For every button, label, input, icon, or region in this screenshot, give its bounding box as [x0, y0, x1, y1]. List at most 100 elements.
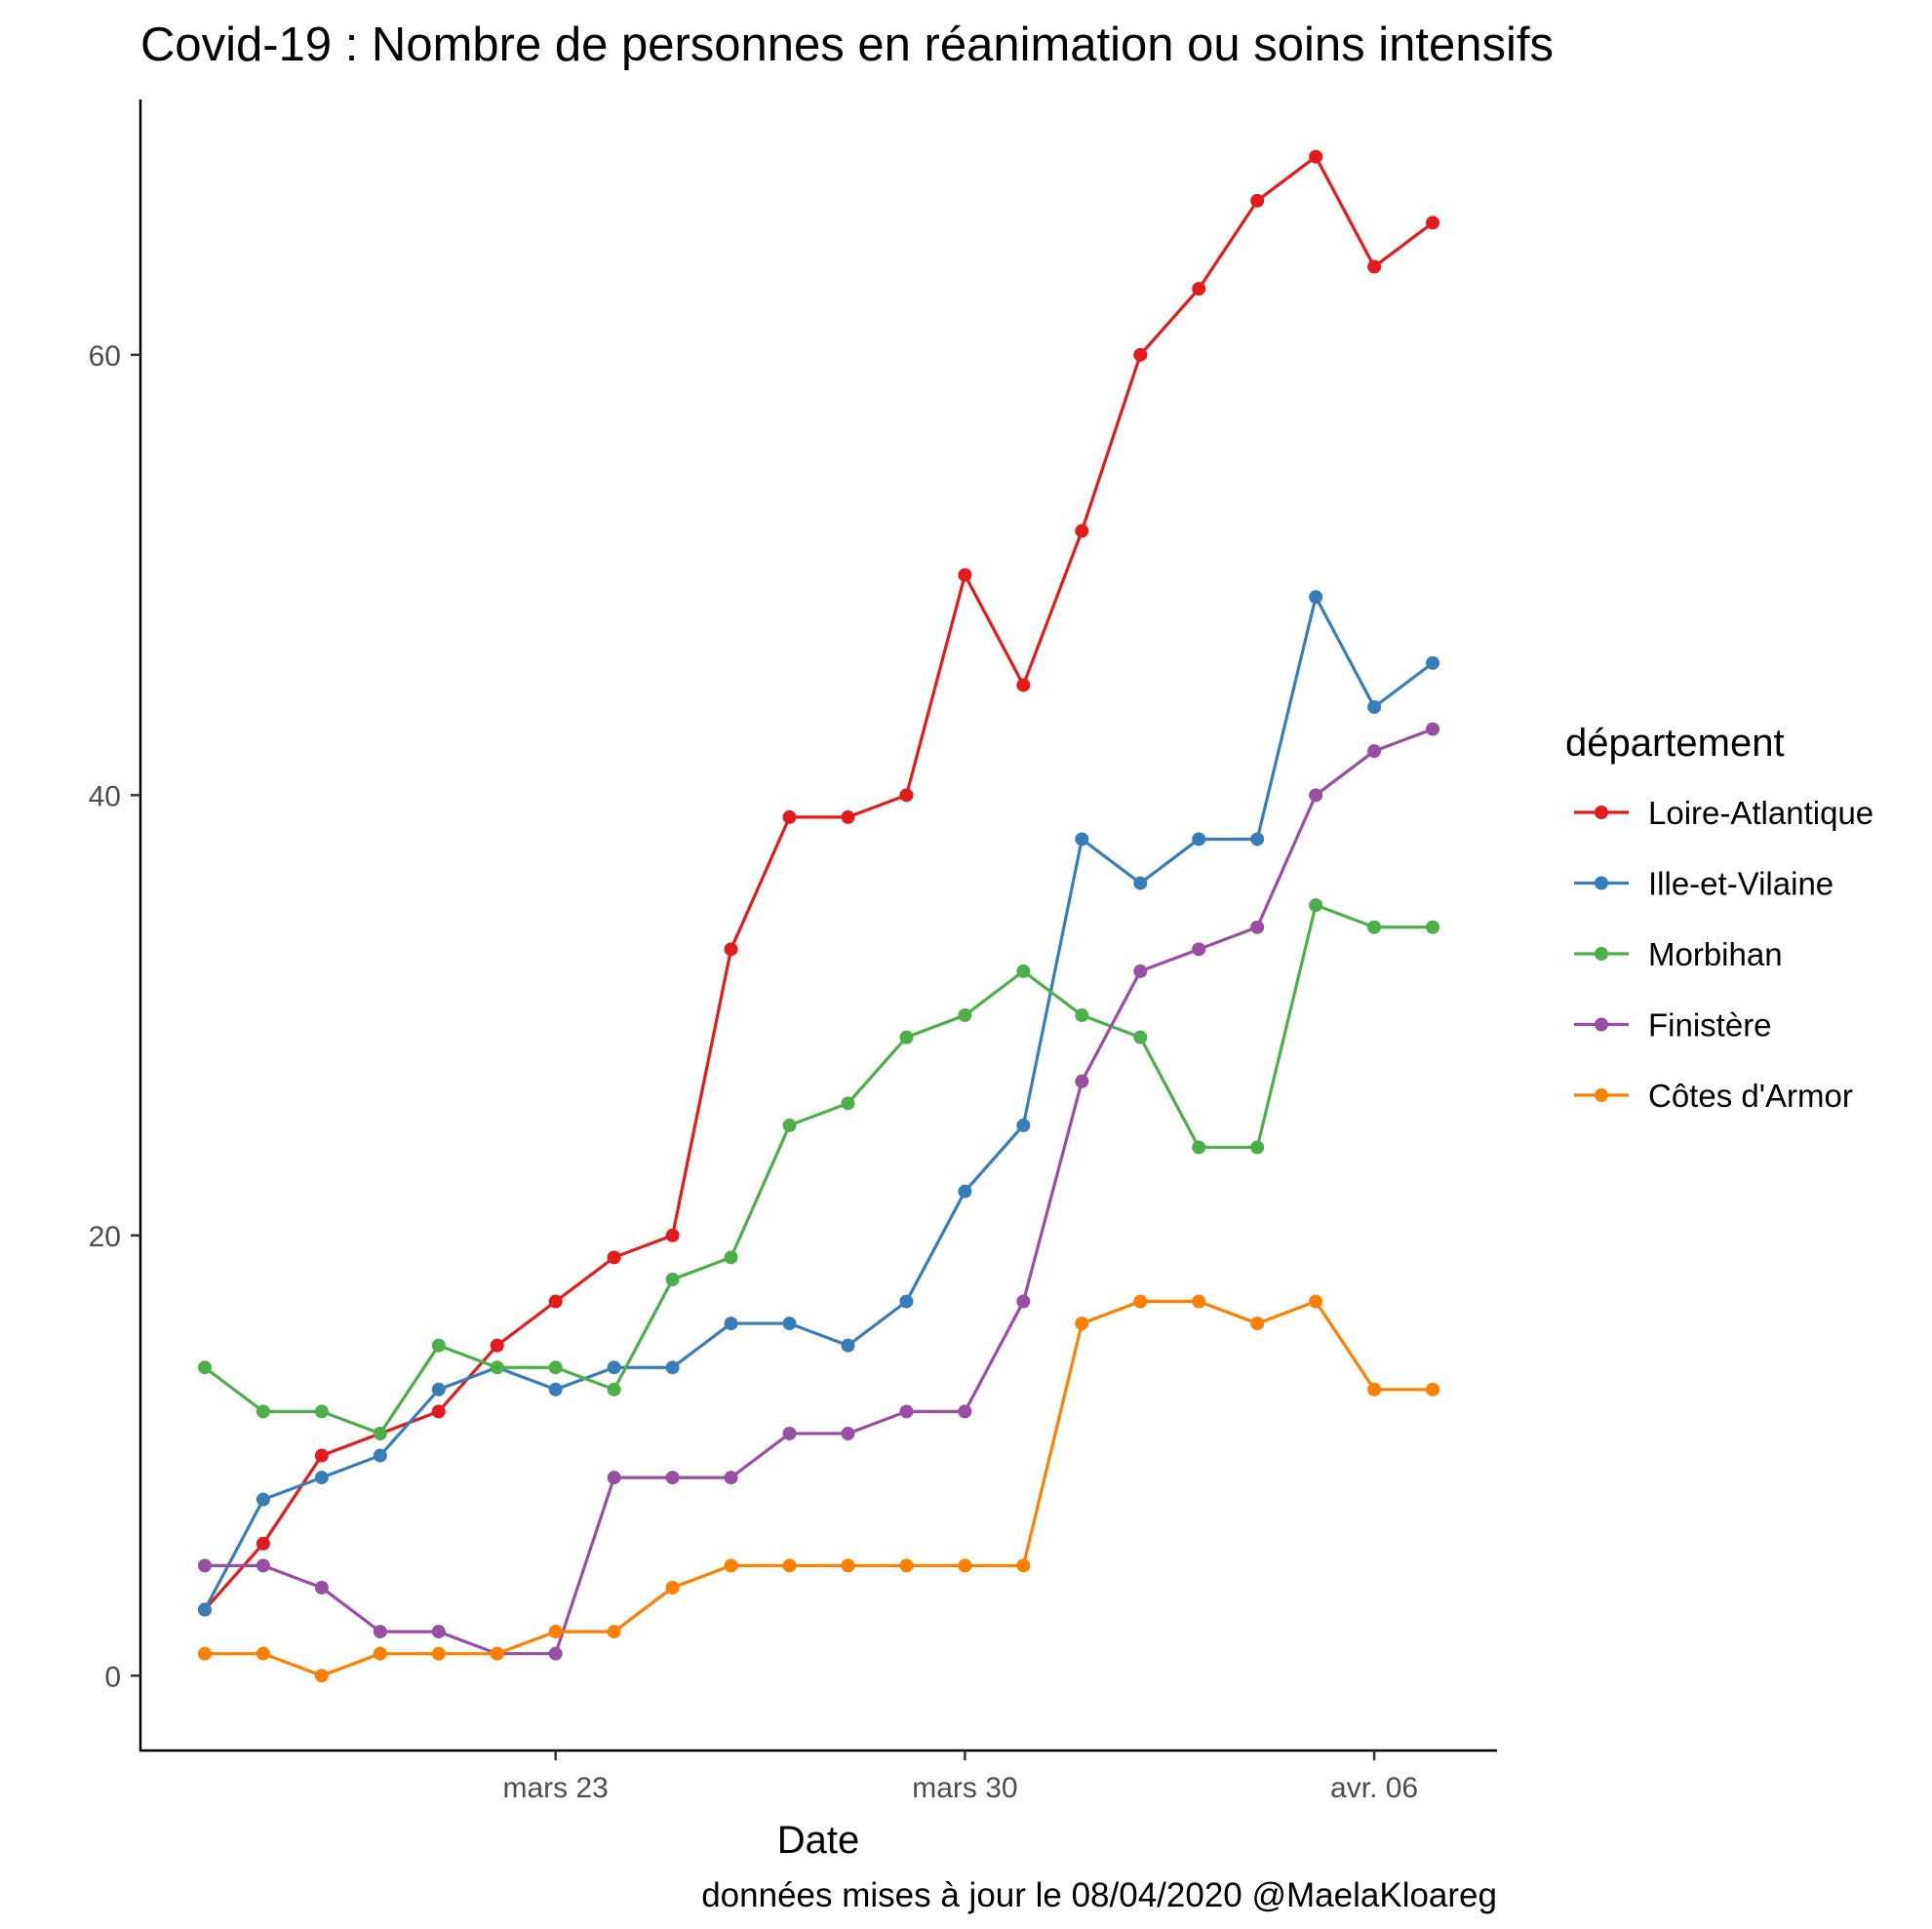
data-point [1075, 1008, 1089, 1023]
legend-key-point [1595, 1017, 1608, 1032]
data-point [373, 1426, 387, 1440]
data-point [1367, 920, 1382, 934]
data-point [607, 1625, 621, 1639]
data-point [1133, 1294, 1148, 1309]
data-point [1192, 1294, 1206, 1309]
data-point [1309, 898, 1323, 913]
data-point [1426, 722, 1440, 736]
legend-key-point [1595, 876, 1608, 890]
data-point [724, 1250, 738, 1265]
data-point [958, 1008, 972, 1023]
data-point [1309, 1294, 1323, 1309]
data-point [841, 1096, 855, 1111]
legend-item: Ille-et-Vilaine [1574, 866, 1833, 902]
data-point [197, 1602, 212, 1617]
legend-label: Côtes d'Armor [1648, 1078, 1853, 1114]
data-point [958, 1558, 972, 1573]
legend-key-point [1595, 1088, 1608, 1102]
data-point [1075, 1074, 1089, 1088]
legend-label: Morbihan [1648, 936, 1783, 972]
data-point [1133, 876, 1148, 890]
data-point [256, 1646, 270, 1661]
data-point [782, 809, 797, 824]
data-point [197, 1360, 212, 1375]
data-point [431, 1646, 446, 1661]
x-tick-label: avr. 06 [1330, 1772, 1418, 1804]
data-point [1426, 655, 1440, 670]
data-point [1075, 524, 1089, 538]
data-point [1075, 832, 1089, 846]
data-point [197, 1558, 212, 1573]
series-layer [197, 149, 1440, 1683]
chart-title: Covid-19 : Nombre de personnes en réanim… [140, 19, 1554, 71]
caption: données mises à jour le 08/04/2020 @Mael… [701, 1876, 1497, 1914]
data-point [607, 1471, 621, 1485]
data-point [958, 1404, 972, 1419]
legend-label: Ille-et-Vilaine [1648, 866, 1833, 902]
data-point [1192, 282, 1206, 296]
y-axis-ticks: 0 20 40 60 [89, 340, 140, 1693]
data-point [1250, 1140, 1265, 1155]
data-point [899, 1558, 914, 1573]
data-point [724, 1558, 738, 1573]
legend-item: Loire-Atlantique [1574, 795, 1873, 831]
data-point [1367, 1382, 1382, 1397]
data-point [899, 1030, 914, 1044]
data-point [548, 1625, 563, 1639]
data-point [724, 1317, 738, 1331]
data-point [1309, 149, 1323, 164]
legend-label: Finistère [1648, 1007, 1772, 1043]
data-point [841, 1558, 855, 1573]
data-point [431, 1404, 446, 1419]
data-point [958, 1184, 972, 1199]
data-point [1016, 678, 1031, 692]
data-point [782, 1317, 797, 1331]
data-point [1250, 1317, 1265, 1331]
y-tick-label: 60 [89, 340, 121, 373]
series-2 [197, 898, 1440, 1440]
data-point [548, 1646, 563, 1661]
data-point [314, 1448, 329, 1463]
data-point [548, 1294, 563, 1309]
data-point [490, 1360, 504, 1375]
data-point [1016, 1558, 1031, 1573]
data-point [490, 1338, 504, 1353]
data-point [782, 1426, 797, 1440]
legend-item: Côtes d'Armor [1574, 1078, 1853, 1114]
data-point [724, 942, 738, 957]
data-point [1426, 920, 1440, 934]
data-point [665, 1360, 680, 1375]
data-point [256, 1558, 270, 1573]
data-point [1309, 590, 1323, 605]
data-point [724, 1471, 738, 1485]
data-point [1192, 832, 1206, 846]
data-point [314, 1471, 329, 1485]
data-point [1367, 259, 1382, 274]
series-4 [197, 1294, 1440, 1683]
legend-key-point [1595, 806, 1608, 819]
series-line [204, 1299, 1434, 1677]
data-point [1016, 964, 1031, 978]
data-point [607, 1250, 621, 1265]
x-axis-ticks: mars 23 mars 30 avr. 06 [503, 1751, 1418, 1804]
data-point [899, 1404, 914, 1419]
legend-items: Loire-Atlantique Ille-et-Vilaine Morbihan F… [1574, 795, 1873, 1114]
data-point [256, 1536, 270, 1551]
data-point [1250, 832, 1265, 846]
data-point [782, 1558, 797, 1573]
data-point [548, 1360, 563, 1375]
data-point [1192, 942, 1206, 957]
legend-title: département [1565, 722, 1785, 765]
data-point [1075, 1317, 1089, 1331]
data-point [607, 1382, 621, 1397]
y-tick-label: 20 [89, 1221, 121, 1253]
data-point [1016, 1294, 1031, 1309]
legend-item: Finistère [1574, 1007, 1772, 1043]
data-point [1192, 1140, 1206, 1155]
data-point [958, 568, 972, 582]
y-tick-label: 40 [89, 780, 121, 812]
legend-item: Morbihan [1574, 936, 1783, 972]
data-point [1367, 744, 1382, 759]
data-point [1367, 700, 1382, 715]
